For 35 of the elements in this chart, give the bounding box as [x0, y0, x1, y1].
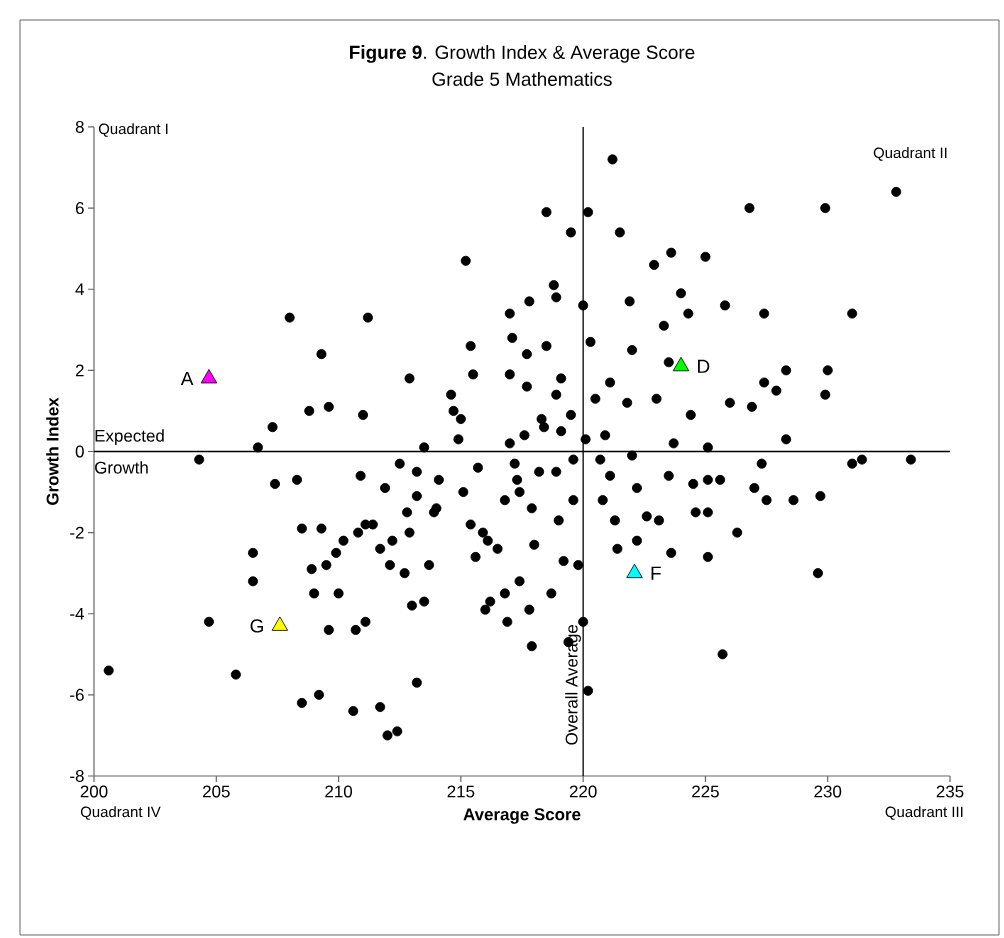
annotation: Quadrant I	[98, 123, 168, 137]
point	[672, 356, 690, 372]
series-label: A	[180, 371, 194, 385]
series-label: D	[698, 359, 710, 373]
x-tick-label: 235	[936, 785, 964, 798]
y-tick-label: 8	[75, 120, 84, 133]
y-tick-label: 0	[75, 445, 84, 458]
point	[271, 616, 289, 631]
x-axis-title: Average Score	[463, 808, 581, 824]
series-label: F	[651, 566, 661, 580]
text: Quadrant IV	[80, 806, 161, 820]
annotation: Quadrant II	[873, 147, 947, 161]
point	[626, 563, 643, 579]
y-tick-label: -4	[70, 607, 84, 620]
text: Quadrant III	[885, 806, 963, 820]
ref-line-label: Expected Growth	[95, 429, 164, 474]
y-tick-label: -8	[70, 769, 84, 782]
x-tick-label: 225	[692, 785, 719, 798]
x-tick-label: 215	[447, 785, 475, 798]
y-tick-label: -6	[70, 688, 84, 701]
point	[200, 369, 218, 384]
ref-line-label: Overall Average	[565, 625, 581, 745]
y-axis-title: Growth Index	[46, 397, 59, 505]
y-tick-label: 6	[75, 202, 84, 215]
y-tick-label: -2	[70, 526, 84, 539]
x-tick-label: 230	[814, 785, 842, 798]
x-tick-label: 200	[80, 785, 108, 798]
y-tick-label: 4	[75, 283, 84, 296]
series-label: G	[250, 619, 263, 633]
chart-subtitle: Grade 5 Mathematics	[432, 72, 612, 86]
x-tick-label: 205	[203, 785, 230, 798]
y-tick-label: 2	[75, 364, 84, 377]
x-tick-label: 220	[569, 785, 597, 798]
chart-title: Figure 9. Growth Index & Average Score	[350, 45, 695, 63]
x-tick-label: 210	[325, 785, 353, 798]
